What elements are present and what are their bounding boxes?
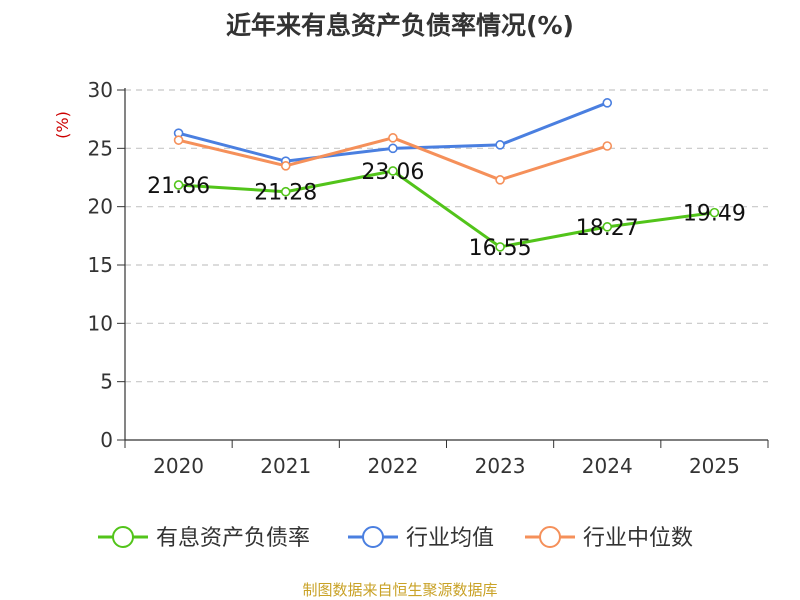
- legend: 有息资产负债率 行业均值 行业中位数: [98, 526, 693, 551]
- data-point: [388, 143, 398, 154]
- data-point: [495, 140, 505, 150]
- grid-lines: [125, 89, 768, 383]
- data-point: [602, 222, 613, 232]
- y-tick-label: 25: [88, 136, 113, 160]
- legend-label: 行业均值: [406, 526, 494, 551]
- y-tick-label: 20: [88, 195, 113, 219]
- data-label: 18.27: [576, 216, 639, 241]
- y-tick-label: 10: [88, 311, 113, 335]
- source-note: 制图数据来自恒生聚源数据库: [302, 581, 498, 599]
- data-label: 21.86: [147, 174, 210, 199]
- data-point: [173, 180, 184, 190]
- data-point: [602, 141, 613, 151]
- x-tick-label: 2022: [367, 454, 418, 478]
- data-point: [495, 175, 505, 185]
- data-label: 19.49: [683, 202, 746, 227]
- data-point: [709, 207, 720, 218]
- series-lines: [173, 98, 720, 252]
- data-labels: 21.86 21.28 23.06 16.55 18.27 19.49: [147, 160, 746, 261]
- series-line: [178, 169, 715, 249]
- legend-swatch-marker: [362, 526, 384, 548]
- chart-title: 近年来有息资产负债率情况(%): [226, 11, 574, 40]
- data-point: [388, 133, 398, 143]
- data-label: 16.55: [469, 236, 532, 261]
- legend-label: 有息资产负债率: [156, 526, 310, 551]
- data-point: [495, 242, 505, 252]
- data-point: [280, 186, 291, 197]
- legend-swatch-marker: [112, 526, 134, 548]
- x-tick-label: 2021: [260, 454, 311, 478]
- data-label: 23.06: [361, 160, 424, 185]
- x-tick-label: 2025: [689, 454, 740, 478]
- data-point: [173, 135, 184, 145]
- y-tick-label: 30: [88, 78, 113, 102]
- data-point: [602, 98, 613, 108]
- data-point: [280, 161, 291, 171]
- x-tick-label: 2024: [582, 454, 633, 478]
- data-point: [388, 166, 398, 176]
- x-tick-label: 2020: [153, 454, 204, 478]
- legend-swatch-marker: [539, 526, 561, 548]
- y-tick-label: 15: [88, 253, 113, 277]
- legend-label: 行业中位数: [583, 526, 693, 551]
- x-tick-label: 2023: [475, 454, 526, 478]
- y-axis-label: (%): [53, 111, 72, 139]
- data-label: 21.28: [254, 181, 317, 206]
- y-tick-label: 0: [100, 428, 113, 452]
- y-tick-label: 5: [100, 370, 113, 394]
